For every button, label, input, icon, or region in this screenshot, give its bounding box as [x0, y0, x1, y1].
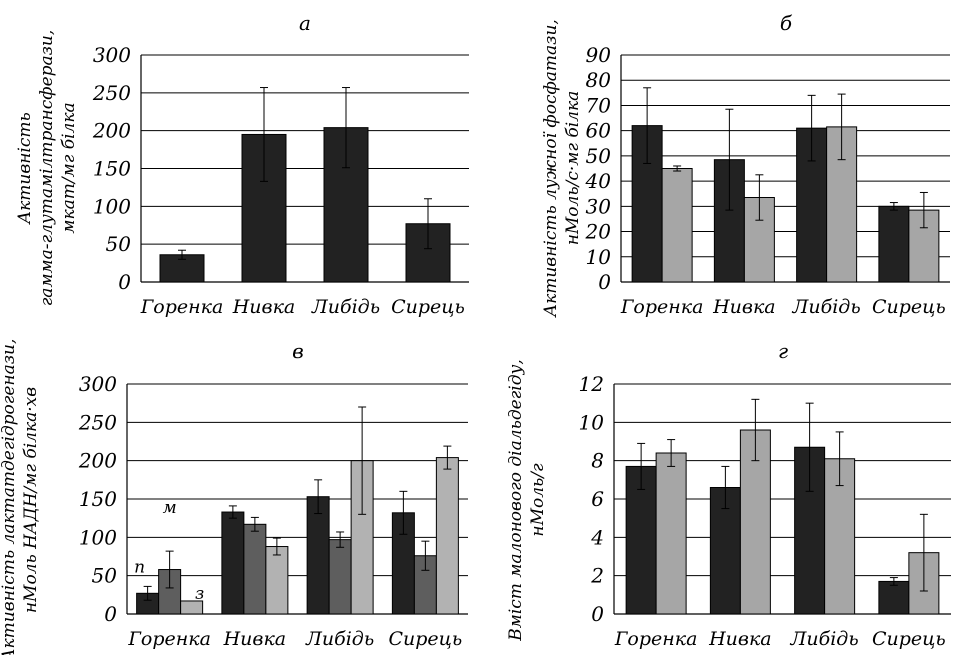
y-axis-label: Вміст малонового діальдегіду, — [506, 359, 526, 641]
bar — [307, 497, 329, 614]
y-tick-label: 150 — [79, 487, 117, 511]
category-label: Нивка — [712, 296, 776, 318]
series-annotation: п — [134, 557, 145, 577]
y-tick-label: 60 — [586, 119, 612, 143]
bar — [329, 540, 351, 614]
bar — [879, 581, 909, 614]
y-tick-label: 0 — [118, 270, 131, 294]
category-label: Горенка — [614, 628, 698, 650]
category-label: Сирець — [388, 628, 462, 650]
category-label: Горенка — [620, 296, 704, 318]
y-tick-label: 200 — [78, 449, 117, 473]
category-label: Сирець — [872, 628, 946, 650]
y-tick-label: 40 — [585, 169, 612, 193]
y-tick-label: 250 — [92, 81, 131, 105]
y-tick-label: 10 — [579, 410, 605, 434]
y-tick-label: 0 — [591, 602, 604, 626]
y-tick-label: 80 — [586, 68, 612, 92]
y-axis-label: Активність лактатдегідрогенази, — [0, 339, 19, 655]
panel-title: г — [778, 339, 788, 363]
y-tick-label: 6 — [591, 487, 604, 511]
y-axis-label: нМоль/с·мг білка — [563, 91, 583, 246]
y-tick-label: 0 — [598, 270, 611, 294]
y-axis-label: Активність — [15, 112, 35, 225]
category-label: Нивка — [708, 628, 772, 650]
panel-title: б — [780, 11, 793, 35]
y-tick-label: 100 — [79, 525, 117, 549]
y-tick-label: 100 — [93, 194, 131, 218]
bar — [266, 547, 288, 614]
y-tick-label: 0 — [104, 602, 117, 626]
chart-panel-3: в 0 50 100 150 200 250 300 Горенка Нивка Либідь Сир… — [0, 339, 468, 655]
y-tick-label: 200 — [92, 119, 131, 143]
y-axis-label: гамма-глутамілтрансферази, — [37, 30, 57, 307]
y-tick-label: 10 — [586, 245, 612, 269]
bar — [879, 206, 909, 282]
y-tick-label: 50 — [586, 144, 612, 168]
y-tick-label: 70 — [586, 93, 612, 117]
y-tick-label: 12 — [579, 372, 604, 396]
bar — [662, 169, 692, 283]
category-label: Горенка — [140, 296, 224, 318]
category-label: Сирець — [391, 296, 465, 318]
chart-panel-4: г 0 2 4 6 8 10 12 Горенка Нивка Либідь Сирець Вміст … — [506, 339, 951, 650]
y-axis-label: нМоль/г — [528, 463, 548, 537]
y-tick-label: 300 — [93, 43, 131, 67]
y-tick-label: 2 — [590, 564, 604, 588]
y-tick-label: 8 — [591, 449, 604, 473]
bar — [222, 512, 244, 614]
y-axis-label: нМоль НАДН/мг білка·хв — [21, 387, 41, 613]
bar — [436, 458, 458, 614]
y-tick-label: 300 — [79, 372, 117, 396]
series-annotation: м — [163, 498, 177, 518]
y-tick-label: 250 — [78, 410, 117, 434]
category-label: Горенка — [127, 628, 211, 650]
y-tick-label: 50 — [92, 564, 118, 588]
category-label: Либідь — [311, 296, 380, 318]
panel-title: а — [299, 11, 311, 35]
y-tick-label: 4 — [590, 525, 604, 549]
category-label: Нивка — [223, 628, 287, 650]
bar — [244, 524, 266, 614]
y-axis-label: мкат/мг білка — [59, 102, 79, 233]
category-label: Либідь — [792, 296, 861, 318]
y-axis-label: Активність лужної фосфатази, — [541, 19, 561, 318]
y-tick-label: 90 — [586, 43, 612, 67]
y-tick-label: 20 — [585, 220, 612, 244]
y-tick-label: 150 — [93, 157, 131, 181]
series-annotation: з — [195, 584, 204, 604]
category-label: Сирець — [872, 296, 946, 318]
category-label: Либідь — [305, 628, 374, 650]
bar — [656, 453, 686, 614]
chart-panel-1: а 0 50 100 150 200 250 300 Горенка Нивка Либідь Сир… — [15, 11, 469, 318]
category-label: Нивка — [232, 296, 296, 318]
category-label: Либідь — [790, 628, 859, 650]
y-tick-label: 50 — [106, 232, 132, 256]
panel-title: в — [292, 339, 304, 363]
y-tick-label: 30 — [586, 194, 612, 218]
